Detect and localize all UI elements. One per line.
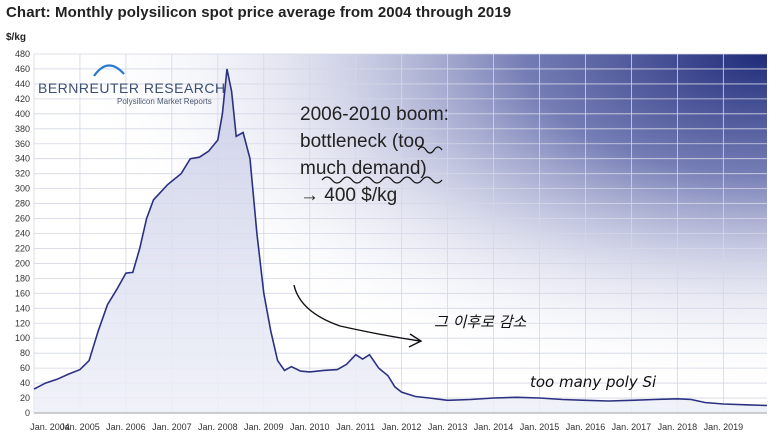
y-tick-label: 200	[15, 258, 30, 268]
boom-annotation: 2006-2010 boom: bottleneck (too much dem…	[300, 104, 449, 206]
x-tick-label: Jan. 2004	[30, 422, 70, 432]
x-tick-label: Jan. 2015	[520, 422, 560, 432]
handwritten-korean-note: 그 이후로 감소	[434, 313, 527, 331]
logo-tagline: Polysilicon Market Reports	[117, 97, 212, 106]
y-tick-label: 320	[15, 169, 30, 179]
y-axis-unit-label: $/kg	[6, 32, 27, 43]
x-tick-label: Jan. 2013	[428, 422, 468, 432]
y-tick-label: 360	[15, 139, 30, 149]
handwritten-english-note: too many poly Si	[530, 373, 657, 391]
y-tick-label: 260	[15, 214, 30, 224]
y-tick-label: 20	[20, 393, 30, 403]
x-tick-label: Jan. 2008	[198, 422, 238, 432]
x-tick-label: Jan. 2017	[612, 422, 652, 432]
x-tick-label: Jan. 2018	[658, 422, 698, 432]
y-tick-label: 220	[15, 243, 30, 253]
x-tick-label: Jan. 2014	[474, 422, 514, 432]
arrow-curve	[293, 284, 421, 342]
y-tick-label: 0	[25, 408, 30, 418]
boom-annotation-line-2: bottleneck (too	[300, 131, 425, 152]
price-series-line	[33, 68, 768, 407]
price-area	[33, 68, 768, 414]
bernreuter-logo: BERNREUTER RESEARCH Polysilicon Market R…	[38, 64, 226, 106]
y-axis-ticks: 0 20 40 60 80 100 120 140 160 180 200 220 240 260 280 3…	[15, 49, 30, 418]
y-tick-label: 400	[15, 109, 30, 119]
x-tick-label: Jan. 2009	[244, 422, 284, 432]
y-tick-label: 60	[20, 363, 30, 373]
chart-title: Chart: Monthly polysilicon spot price av…	[6, 4, 512, 21]
y-tick-label: 480	[15, 49, 30, 59]
y-tick-label: 80	[20, 348, 30, 358]
x-tick-label: Jan. 2010	[290, 422, 330, 432]
y-tick-label: 100	[15, 333, 30, 343]
y-tick-label: 460	[15, 64, 30, 74]
y-tick-label: 40	[20, 378, 30, 388]
y-tick-label: 440	[15, 79, 30, 89]
y-tick-label: 420	[15, 94, 30, 104]
logo-arc-icon	[93, 64, 125, 77]
squiggle-underline-too	[417, 146, 443, 154]
y-tick-label: 380	[15, 124, 30, 134]
y-tick-label: 180	[15, 273, 30, 283]
x-tick-label: Jan. 2019	[704, 422, 744, 432]
x-tick-label: Jan. 2007	[152, 422, 192, 432]
y-tick-label: 340	[15, 154, 30, 164]
boom-annotation-line-1: 2006-2010 boom:	[300, 104, 449, 125]
handwritten-arrow	[293, 284, 423, 348]
x-tick-label: Jan. 2011	[336, 422, 375, 432]
x-tick-label: Jan. 2012	[382, 422, 422, 432]
arrow-head-icon	[408, 333, 423, 348]
boom-annotation-line-4: → 400 $/kg	[300, 185, 397, 206]
squiggle-underline-demand	[321, 176, 443, 184]
y-tick-label: 160	[15, 288, 30, 298]
x-tick-label: Jan. 2005	[60, 422, 100, 432]
y-tick-label: 140	[15, 303, 30, 313]
price-area-fill	[34, 69, 767, 413]
logo-brand-text: BERNREUTER RESEARCH	[38, 80, 226, 96]
x-tick-label: Jan. 2006	[106, 422, 146, 432]
boom-annotation-line-3: much demand)	[300, 158, 427, 179]
x-tick-label: Jan. 2016	[566, 422, 606, 432]
y-tick-label: 300	[15, 184, 30, 194]
y-tick-label: 280	[15, 199, 30, 209]
y-tick-label: 240	[15, 229, 30, 239]
y-tick-label: 120	[15, 318, 30, 328]
